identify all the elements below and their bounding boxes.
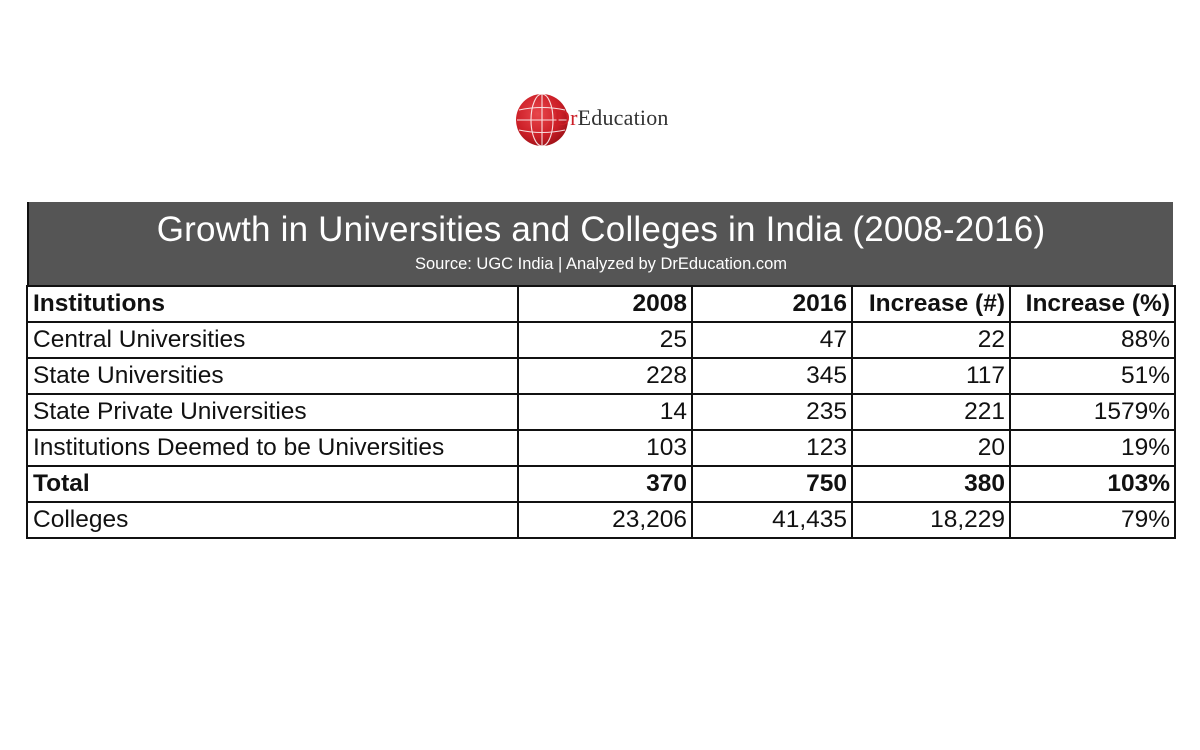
row-label: Institutions Deemed to be Universities — [26, 429, 519, 467]
globe-logo-icon — [516, 93, 568, 147]
logo-wordmark: DrEducation — [554, 105, 669, 131]
cell-2016: 235 — [691, 393, 853, 431]
table-title: Growth in Universities and Colleges in I… — [156, 210, 1046, 249]
cell-increase-count: 117 — [851, 357, 1011, 395]
cell-increase-percent: 103% — [1009, 465, 1176, 503]
table-body: Institutions 2008 2016 Increase (#) Incr… — [26, 285, 1176, 539]
cell-2016: 41,435 — [691, 501, 853, 539]
row-label: Colleges — [26, 501, 519, 539]
growth-table: Institutions 2008 2016 Increase (#) Incr… — [26, 285, 1176, 539]
table-header-row: Institutions 2008 2016 Increase (#) Incr… — [26, 285, 1176, 323]
table-row: Central Universities 25 47 22 88% — [26, 321, 1176, 359]
cell-increase-percent: 19% — [1009, 429, 1176, 467]
table-row: Total 370 750 380 103% — [26, 465, 1176, 503]
column-header-institutions: Institutions — [26, 285, 519, 323]
cell-2016: 123 — [691, 429, 853, 467]
dreducation-logo[interactable]: DrEducation — [516, 92, 669, 148]
cell-increase-count: 20 — [851, 429, 1011, 467]
cell-increase-count: 22 — [851, 321, 1011, 359]
cell-2008: 370 — [517, 465, 693, 503]
cell-2016: 750 — [691, 465, 853, 503]
table-row: Colleges 23,206 41,435 18,229 79% — [26, 501, 1176, 539]
cell-increase-percent: 51% — [1009, 357, 1176, 395]
cell-increase-percent: 79% — [1009, 501, 1176, 539]
cell-increase-count: 380 — [851, 465, 1011, 503]
row-label: Central Universities — [26, 321, 519, 359]
table-title-banner: Growth in Universities and Colleges in I… — [27, 202, 1173, 285]
row-label: State Universities — [26, 357, 519, 395]
logo-wordmark-education: Education — [577, 105, 669, 130]
table-source: Source: UGC India | Analyzed by DrEducat… — [414, 255, 788, 273]
cell-increase-percent: 1579% — [1009, 393, 1176, 431]
table-row: State Private Universities 14 235 221 1579% — [26, 393, 1176, 431]
cell-2008: 25 — [517, 321, 693, 359]
cell-increase-count: 18,229 — [851, 501, 1011, 539]
column-header-increase-percent: Increase (%) — [1009, 285, 1176, 323]
table-row: State Universities 228 345 117 51% — [26, 357, 1176, 395]
column-header-2016: 2016 — [691, 285, 853, 323]
row-label: Total — [26, 465, 519, 503]
table-row: Institutions Deemed to be Universities 10… — [26, 429, 1176, 467]
logo-wordmark-dr: Dr — [554, 105, 578, 130]
column-header-2008: 2008 — [517, 285, 693, 323]
cell-2008: 14 — [517, 393, 693, 431]
cell-2008: 23,206 — [517, 501, 693, 539]
cell-increase-percent: 88% — [1009, 321, 1176, 359]
row-label: State Private Universities — [26, 393, 519, 431]
cell-increase-count: 221 — [851, 393, 1011, 431]
cell-2008: 103 — [517, 429, 693, 467]
column-header-increase-count: Increase (#) — [851, 285, 1011, 323]
cell-2016: 47 — [691, 321, 853, 359]
cell-2008: 228 — [517, 357, 693, 395]
cell-2016: 345 — [691, 357, 853, 395]
